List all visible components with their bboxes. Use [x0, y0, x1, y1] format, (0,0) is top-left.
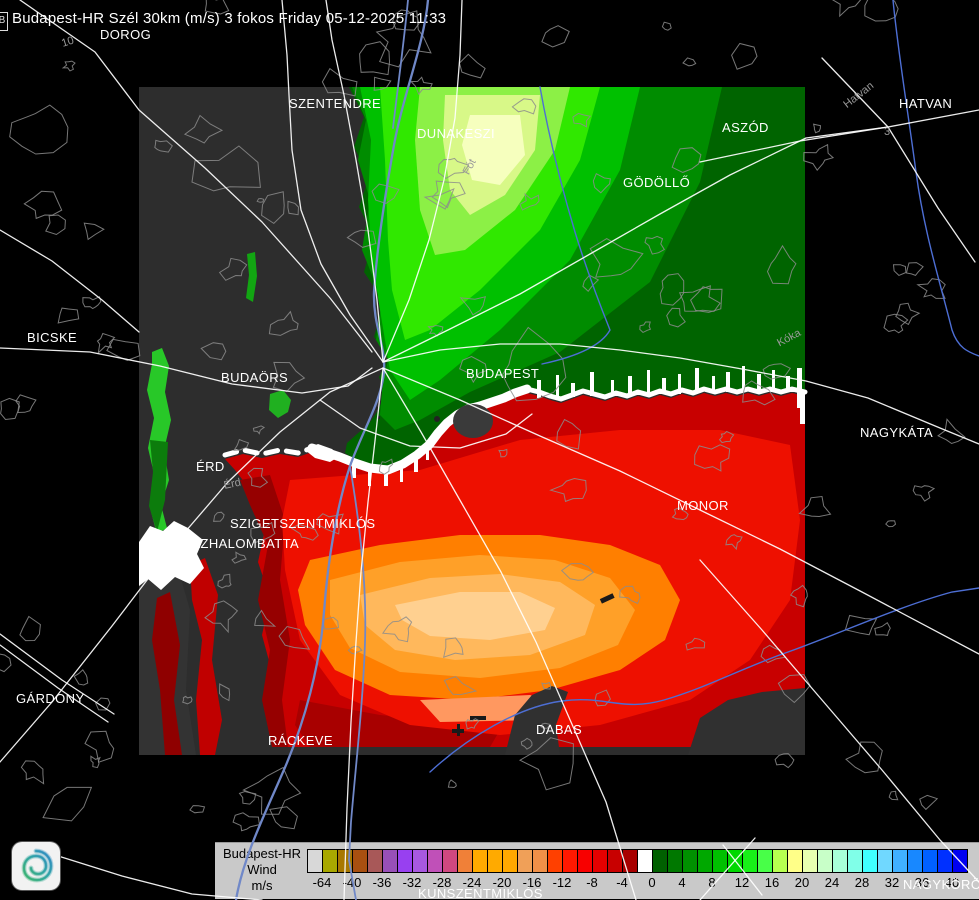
color-scale-cell	[638, 850, 653, 872]
color-scale-cell	[368, 850, 383, 872]
color-scale-cell	[863, 850, 878, 872]
color-scale-tick-label: 32	[884, 875, 900, 890]
color-scale-cell	[383, 850, 398, 872]
color-scale-ticks: -64 -40 -36 -32 -28 -24 -20 -16 -12 -8 -4 0 4 8 12 16 20…	[307, 873, 968, 891]
color-scale-cell	[848, 850, 863, 872]
legend-field: Wind	[247, 862, 277, 877]
color-scale-tick-label: -4	[616, 875, 628, 890]
color-scale-cell	[833, 850, 848, 872]
color-scale-cell	[908, 850, 923, 872]
color-scale-tick-label: -24	[462, 875, 482, 890]
color-scale-cell	[953, 850, 968, 872]
color-scale-tick-label: 0	[648, 875, 656, 890]
color-scale-cell	[548, 850, 563, 872]
color-scale-cell	[353, 850, 368, 872]
color-scale-tick-label: 24	[824, 875, 840, 890]
legend-panel: Budapest-HR Wind m/s -64 -40 -36 -32 -28 -24-…	[215, 842, 979, 899]
color-scale-cell	[713, 850, 728, 872]
color-scale-tick-label: 28	[854, 875, 870, 890]
color-scale-cell	[593, 850, 608, 872]
color-scale-cell	[668, 850, 683, 872]
color-scale-cell	[818, 850, 833, 872]
color-scale-cell	[443, 850, 458, 872]
color-scale-tick-label: -64	[312, 875, 332, 890]
color-scale-cell	[608, 850, 623, 872]
color-scale-cell	[788, 850, 803, 872]
color-scale-cell	[803, 850, 818, 872]
legend-title: Budapest-HR Wind m/s	[219, 846, 305, 894]
color-scale-tick-label: -36	[372, 875, 392, 890]
color-scale-cell	[728, 850, 743, 872]
color-scale-cell	[578, 850, 593, 872]
color-scale-tick-label: -12	[552, 875, 572, 890]
legend-units: m/s	[251, 878, 273, 893]
color-scale-cell	[743, 850, 758, 872]
window-icon: B	[0, 12, 8, 31]
color-scale-tick-label: -28	[432, 875, 452, 890]
color-scale-cell	[878, 850, 893, 872]
color-scale-tick-label: -32	[402, 875, 422, 890]
color-scale-cell	[698, 850, 713, 872]
color-scale-cell	[413, 850, 428, 872]
color-scale-cell	[563, 850, 578, 872]
color-scale-cell	[308, 850, 323, 872]
color-scale-cell	[518, 850, 533, 872]
app-logo	[12, 842, 60, 890]
spiral-logo-icon	[21, 848, 54, 883]
title-bar: Budapest-HR Szél 30km (m/s) 3 fokos Frid…	[12, 10, 447, 27]
color-scale-cell	[623, 850, 638, 872]
color-scale-cell	[458, 850, 473, 872]
color-scale-cell	[488, 850, 503, 872]
color-scale-cell	[533, 850, 548, 872]
color-scale-cell	[338, 850, 353, 872]
color-scale-tick-label: 36	[914, 875, 930, 890]
color-scale-cell	[758, 850, 773, 872]
color-scale-tick-label: 40	[944, 875, 960, 890]
color-scale-tick-label: 12	[734, 875, 750, 890]
color-scale-cell	[893, 850, 908, 872]
color-scale-cell	[323, 850, 338, 872]
color-scale-cell	[428, 850, 443, 872]
color-scale-cell	[503, 850, 518, 872]
color-scale-tick-label: 8	[708, 875, 716, 890]
legend-product: Budapest-HR	[222, 846, 302, 861]
color-scale-tick-label: 4	[678, 875, 686, 890]
color-scale-cell	[653, 850, 668, 872]
color-scale-cell	[938, 850, 953, 872]
color-scale-tick-label: 16	[764, 875, 780, 890]
color-scale-bar	[307, 849, 968, 873]
color-scale-cell	[683, 850, 698, 872]
color-scale-tick-label: -16	[522, 875, 542, 890]
color-scale-cell	[923, 850, 938, 872]
color-scale-tick-label: 20	[794, 875, 810, 890]
color-scale-cell	[473, 850, 488, 872]
color-scale-tick-label: -40	[342, 875, 362, 890]
color-scale-tick-label: -8	[586, 875, 598, 890]
color-scale-cell	[773, 850, 788, 872]
color-scale-tick-label: -20	[492, 875, 512, 890]
color-scale-cell	[398, 850, 413, 872]
